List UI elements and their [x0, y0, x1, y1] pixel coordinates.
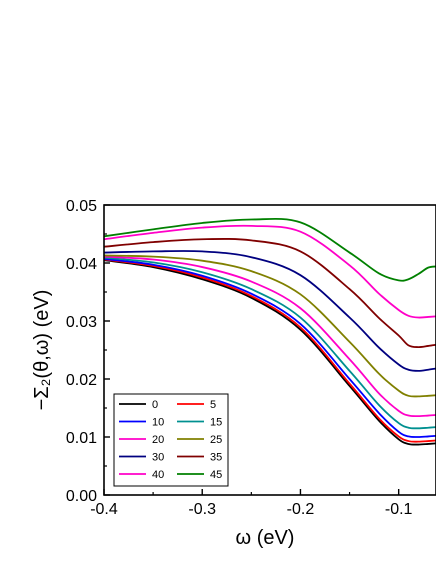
- legend-label-35: 35: [210, 452, 222, 464]
- y-tick-label: 0.05: [66, 198, 97, 215]
- y-tick-label: 0.04: [66, 256, 97, 273]
- y-axis-label: −Σ₂(θ,ω) (eV): [31, 290, 53, 411]
- series-line-10: [103, 258, 436, 438]
- legend-label-15: 15: [210, 417, 222, 429]
- series-line-15: [103, 256, 436, 430]
- series-line-5: [103, 258, 436, 443]
- series-line-0: [103, 259, 436, 446]
- legend-label-10: 10: [152, 417, 164, 429]
- series-line-35: [103, 238, 436, 349]
- y-tick-label: 0.03: [66, 314, 97, 331]
- x-tick-label: -0.3: [188, 501, 216, 518]
- tick-labels: -0.4 -0.3 -0.2 -0.1 0.00 0.01 0.02 0.03 0.04 0.05: [66, 198, 413, 518]
- x-tick-label: -0.2: [287, 501, 315, 518]
- plot-area: [103, 217, 436, 446]
- y-tick-label: 0.02: [66, 372, 97, 389]
- legend: 0 5 10 15 20 25 30 35 40 45: [113, 393, 229, 487]
- axis-ticks: [103, 204, 400, 496]
- legend-label-45: 45: [210, 469, 222, 481]
- series-line-40: [103, 224, 436, 319]
- y-tick-label: 0.00: [66, 488, 97, 505]
- legend-label-40: 40: [152, 469, 164, 481]
- x-tick-label: -0.4: [90, 501, 118, 518]
- series-line-20: [103, 255, 436, 418]
- series-line-45: [103, 217, 436, 282]
- x-axis-label: ω (eV): [236, 527, 295, 549]
- legend-label-25: 25: [210, 434, 222, 446]
- legend-label-0: 0: [152, 399, 158, 411]
- series-line-25: [103, 254, 436, 398]
- legend-box: [113, 393, 229, 487]
- legend-label-30: 30: [152, 452, 164, 464]
- legend-label-20: 20: [152, 434, 164, 446]
- y-tick-label: 0.01: [66, 430, 97, 447]
- legend-label-5: 5: [210, 399, 216, 411]
- x-tick-label: -0.1: [385, 501, 413, 518]
- series-line-30: [103, 250, 436, 372]
